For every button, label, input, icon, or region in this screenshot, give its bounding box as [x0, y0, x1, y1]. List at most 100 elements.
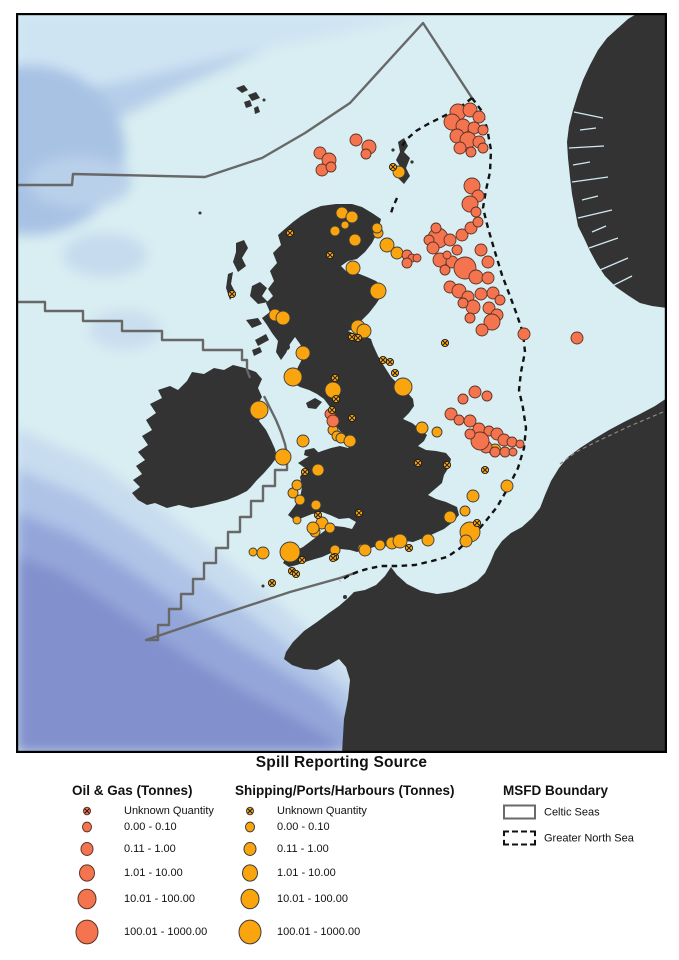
- spill-point: [515, 439, 525, 449]
- legend-row: 0.11 - 1.00: [62, 836, 176, 862]
- spill-point: [494, 294, 506, 306]
- land-skye: [250, 282, 268, 304]
- spill-point: [256, 546, 270, 560]
- spill-point-unknown: [300, 467, 310, 477]
- spill-point: [360, 148, 372, 160]
- spill-point: [345, 210, 359, 224]
- land-shetland-islet: [391, 148, 395, 152]
- land-shetland: [396, 138, 410, 184]
- spill-point: [356, 323, 372, 339]
- legend-class-label: 100.01 - 1000.00: [124, 926, 208, 938]
- spill-point: [421, 533, 435, 547]
- spill-point: [296, 434, 310, 448]
- spill-point: [470, 431, 490, 451]
- spill-point-unknown: [325, 250, 335, 260]
- land-faroe-3: [244, 100, 252, 108]
- spill-point: [329, 225, 341, 237]
- legend-class-label: Unknown Quantity: [124, 805, 214, 817]
- spill-point: [506, 436, 518, 448]
- legend-msfd-header: MSFD Boundary: [503, 783, 609, 798]
- legend-class-label: 0.00 - 0.10: [277, 821, 330, 833]
- spill-point: [464, 312, 476, 324]
- celtic-seas-swatch: [503, 804, 536, 820]
- spill-point: [426, 241, 440, 255]
- land-mull: [246, 318, 262, 328]
- spill-point: [483, 313, 501, 331]
- map-border: [16, 13, 667, 753]
- spill-point: [459, 505, 471, 517]
- legend-row: Unknown Quantity: [62, 798, 214, 824]
- spill-point-unknown: [480, 465, 490, 475]
- spill-point-unknown: [330, 373, 340, 383]
- size-class-icon: [62, 860, 112, 886]
- size-class-icon: [62, 886, 112, 912]
- spill-point: [463, 414, 477, 428]
- spill-point: [310, 499, 322, 511]
- size-class-icon: [235, 860, 265, 886]
- legend-class-label: 100.01 - 1000.00: [277, 926, 361, 938]
- map-canvas: [16, 13, 667, 753]
- spill-point: [275, 310, 291, 326]
- legend-row: 1.01 - 10.00: [62, 860, 183, 886]
- spill-point: [430, 222, 442, 234]
- spill-point-unknown: [404, 543, 414, 553]
- spill-point: [343, 434, 357, 448]
- spill-point: [291, 479, 303, 491]
- map: [16, 13, 667, 753]
- spill-point: [475, 323, 489, 337]
- legend-class-label: 0.11 - 1.00: [124, 843, 176, 855]
- land-orkney-2: [362, 222, 370, 229]
- spill-point: [392, 533, 408, 549]
- size-class-icon: [62, 836, 112, 862]
- spill-point: [369, 282, 387, 300]
- spill-point: [474, 243, 488, 257]
- spill-point: [379, 237, 395, 253]
- spill-point-unknown: [328, 553, 338, 563]
- spill-point: [306, 521, 320, 535]
- spill-point: [439, 264, 451, 276]
- spill-point-unknown: [354, 508, 364, 518]
- spill-point-unknown: [291, 569, 301, 579]
- legend-class-label: 1.01 - 10.00: [124, 867, 183, 879]
- legend-shipping-header: Shipping/Ports/Harbours (Tonnes): [235, 783, 455, 798]
- legend-class-label: 1.01 - 10.00: [277, 867, 336, 879]
- spill-point: [443, 510, 457, 524]
- spill-point: [401, 257, 413, 269]
- land-rockall: [198, 211, 202, 215]
- spill-point-unknown: [388, 162, 398, 172]
- spill-point: [274, 448, 292, 466]
- size-class-icon: [235, 814, 265, 840]
- land-continental-europe: [284, 398, 667, 753]
- size-class-icon: [62, 814, 112, 840]
- spill-point: [390, 246, 404, 260]
- spill-point-unknown: [267, 578, 277, 588]
- land-anglesey: [304, 448, 319, 458]
- spill-point: [470, 206, 482, 218]
- spill-point: [279, 541, 301, 563]
- spill-point: [348, 233, 362, 247]
- legend-row: 10.01 - 100.00: [62, 886, 195, 912]
- land-isle-of-man: [306, 398, 322, 409]
- land-ireland: [132, 365, 277, 508]
- size-class-icon: [235, 919, 265, 945]
- spill-point: [340, 220, 350, 230]
- spill-point: [325, 161, 337, 173]
- spill-point: [517, 327, 531, 341]
- land-faroe-islet: [262, 98, 266, 102]
- spill-point: [442, 250, 452, 260]
- spill-point: [453, 414, 465, 426]
- spill-point: [472, 216, 484, 228]
- spill-point-unknown: [378, 355, 388, 365]
- spill-point: [457, 297, 469, 309]
- spill-point: [570, 331, 584, 345]
- spill-point-unknown: [331, 394, 341, 404]
- legend-row: 100.01 - 1000.00: [62, 919, 207, 945]
- legend-row: 10.01 - 100.00: [235, 886, 348, 912]
- celtic-seas-label: Celtic Seas: [544, 806, 600, 818]
- spill-point: [249, 400, 269, 420]
- spill-point: [451, 244, 463, 256]
- spill-point: [393, 377, 413, 397]
- spill-point: [508, 447, 518, 457]
- legend-msfd-celtic: Celtic Seas: [503, 804, 600, 820]
